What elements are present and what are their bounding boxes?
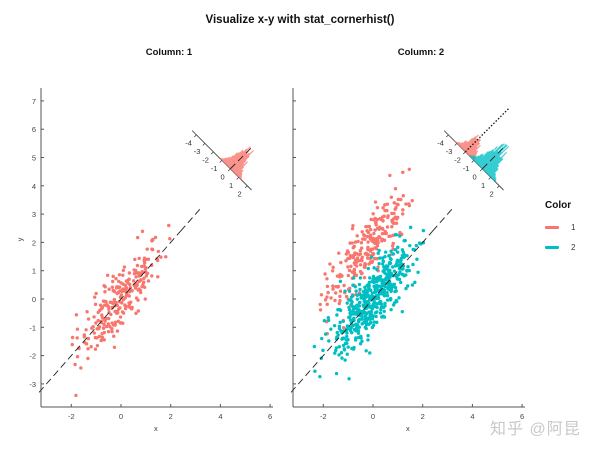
svg-text:-2: -2 — [320, 412, 327, 421]
svg-text:1: 1 — [32, 267, 36, 276]
chart-title: Visualize x-y with stat_cornerhist() — [205, 14, 395, 26]
svg-text:-3: -3 — [446, 147, 453, 156]
svg-text:-1: -1 — [29, 323, 36, 332]
svg-text:-3: -3 — [29, 380, 36, 389]
svg-text:-1: -1 — [211, 164, 218, 173]
svg-text:2: 2 — [169, 412, 173, 421]
svg-text:0: 0 — [119, 412, 123, 421]
legend-key-1 — [545, 225, 559, 229]
svg-text:4: 4 — [470, 412, 474, 421]
legend-title: Color — [545, 200, 572, 211]
svg-text:3: 3 — [32, 210, 36, 219]
svg-text:2: 2 — [421, 412, 425, 421]
watermark: 知乎 @阿昆 — [490, 421, 581, 438]
svg-text:6: 6 — [32, 125, 36, 134]
svg-text:0: 0 — [220, 173, 224, 182]
svg-text:4: 4 — [32, 182, 36, 191]
svg-text:-2: -2 — [29, 352, 36, 361]
svg-text:-4: -4 — [185, 139, 192, 148]
legend-item-2: 2 — [545, 237, 575, 257]
svg-text:5: 5 — [32, 154, 36, 163]
x-axis-label-2: x — [406, 424, 410, 433]
svg-text:0: 0 — [371, 412, 375, 421]
facet-label-1: Column: 1 — [145, 47, 193, 58]
svg-text:-4: -4 — [437, 139, 444, 148]
facet-label-2: Column: 2 — [397, 47, 445, 58]
svg-text:2: 2 — [237, 190, 241, 199]
y-axis-label: y — [15, 237, 25, 242]
svg-text:2: 2 — [32, 238, 36, 247]
svg-text:-1: -1 — [463, 164, 470, 173]
svg-text:1: 1 — [481, 181, 485, 190]
svg-text:6: 6 — [268, 412, 272, 421]
svg-text:-2: -2 — [454, 156, 461, 165]
svg-text:2: 2 — [489, 190, 493, 199]
svg-text:-3: -3 — [194, 147, 201, 156]
svg-text:7: 7 — [32, 97, 36, 106]
svg-text:1: 1 — [229, 181, 233, 190]
svg-text:4: 4 — [218, 412, 222, 421]
svg-text:0: 0 — [472, 173, 476, 182]
legend-item-1: 1 — [545, 217, 575, 237]
svg-text:-2: -2 — [68, 412, 75, 421]
legend-label-2: 2 — [571, 242, 576, 252]
legend-key-2 — [545, 245, 559, 249]
legend: Color 1 2 — [545, 200, 575, 257]
x-axis-label-1: x — [154, 424, 158, 433]
svg-text:-2: -2 — [202, 156, 209, 165]
legend-label-1: 1 — [571, 222, 576, 232]
svg-text:6: 6 — [520, 412, 524, 421]
svg-text:0: 0 — [32, 295, 36, 304]
